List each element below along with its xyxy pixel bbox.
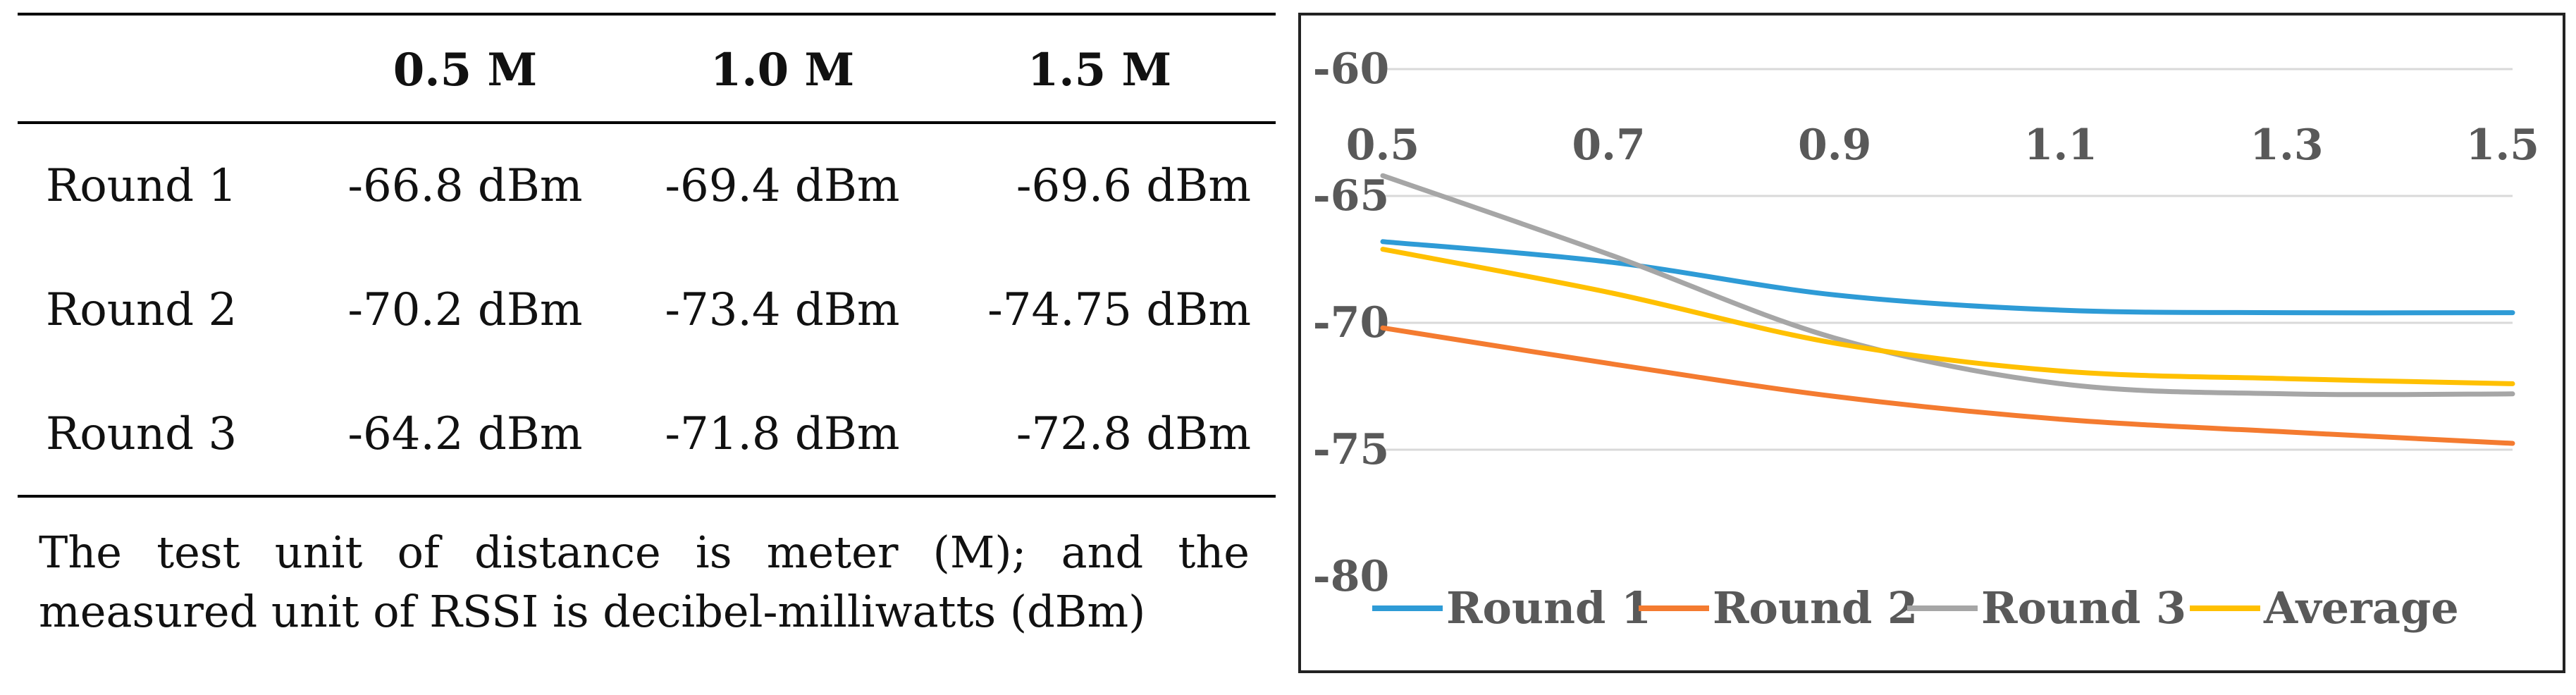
y-tick-label: -75 (1313, 425, 1389, 474)
header-col-3: 1.5 M (1027, 44, 1172, 97)
row-2-value-1: -70.2 dBm (347, 284, 583, 336)
table-note: The test unit of distance is meter (M); … (39, 527, 1250, 637)
row-1-value-3: -69.6 dBm (1016, 160, 1251, 212)
row-1-value-1: -66.8 dBm (347, 160, 583, 212)
y-tick-label: -70 (1313, 298, 1389, 348)
series-line-round-3 (1380, 173, 2515, 398)
x-tick-label: 0.5 (1346, 121, 1419, 170)
row-2-value-3: -74.75 dBm (987, 284, 1251, 336)
table-top-rule (18, 13, 1276, 16)
legend-label: Round 1 (1446, 582, 1651, 634)
x-tick-label: 1.5 (2466, 121, 2539, 170)
rssi-table: 0.5 M 1.0 M 1.5 M Round 1 -66.8 dBm -69.… (0, 0, 1283, 695)
x-tick-label: 0.9 (1798, 121, 1871, 170)
row-3-value-1: -64.2 dBm (347, 408, 583, 460)
x-tick-label: 1.3 (2250, 121, 2323, 170)
header-col-1: 0.5 M (393, 44, 538, 97)
table-header-rule (18, 121, 1276, 124)
row-2-label: Round 2 (46, 284, 238, 336)
header-col-2: 1.0 M (710, 44, 855, 97)
row-2-value-2: -73.4 dBm (665, 284, 900, 336)
y-axis-ticks: -60 -65 -70 -75 -80 (1313, 44, 1389, 601)
x-axis-ticks: 0.5 0.7 0.9 1.1 1.3 1.5 (1346, 121, 2539, 170)
x-tick-label: 0.7 (1572, 121, 1645, 170)
legend-label: Round 3 (1981, 582, 2186, 634)
table-bottom-rule (18, 495, 1276, 498)
series-line-average (1380, 247, 2515, 386)
series-line-round-2 (1380, 325, 2515, 446)
row-3-value-2: -71.8 dBm (665, 408, 900, 460)
x-tick-label: 1.1 (2024, 121, 2097, 170)
y-tick-label: -80 (1313, 552, 1389, 601)
y-tick-label: -65 (1313, 171, 1389, 221)
gridlines (1383, 68, 2513, 451)
series-line-round-1 (1380, 239, 2515, 316)
legend: Round 1 Round 2 Round 3 Average (1372, 582, 2459, 634)
chart-frame (1298, 13, 2565, 673)
series-lines (1380, 173, 2515, 446)
row-3-value-3: -72.8 dBm (1016, 408, 1251, 460)
legend-label: Round 2 (1713, 582, 1918, 634)
row-1-label: Round 1 (46, 160, 238, 212)
row-1-value-2: -69.4 dBm (665, 160, 900, 212)
rssi-line-chart: -60 -65 -70 -75 -80 0.5 0.7 0.9 1.1 1.3 1.5 Round… (1313, 44, 2539, 634)
row-3-label: Round 3 (46, 408, 238, 460)
y-tick-label: -60 (1313, 44, 1389, 94)
legend-label: Average (2263, 582, 2459, 634)
